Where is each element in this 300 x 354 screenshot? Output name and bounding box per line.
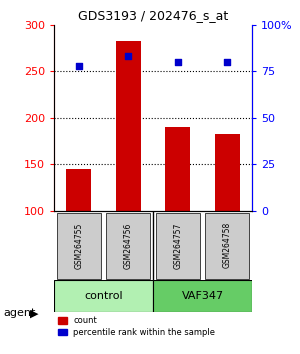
Text: GSM264755: GSM264755 [74,222,83,269]
FancyBboxPatch shape [156,213,200,279]
Title: GDS3193 / 202476_s_at: GDS3193 / 202476_s_at [78,9,228,22]
Bar [165,127,190,211]
FancyBboxPatch shape [106,213,150,279]
Bar [215,135,240,211]
Text: VAF347: VAF347 [182,291,224,301]
Point [175,59,180,65]
Text: agent: agent [3,308,35,318]
Point [126,53,131,59]
FancyBboxPatch shape [206,213,249,279]
FancyBboxPatch shape [57,213,100,279]
Point [76,63,81,68]
FancyBboxPatch shape [54,280,153,312]
Text: GSM264758: GSM264758 [223,222,232,268]
Text: GSM264757: GSM264757 [173,222,182,269]
Text: control: control [84,291,123,301]
Legend: count, percentile rank within the sample: count, percentile rank within the sample [58,316,215,337]
Text: ▶: ▶ [30,308,38,318]
Text: GSM264756: GSM264756 [124,222,133,269]
Point [225,59,230,65]
Bar [66,169,91,211]
Bar [116,41,141,211]
FancyBboxPatch shape [153,280,252,312]
